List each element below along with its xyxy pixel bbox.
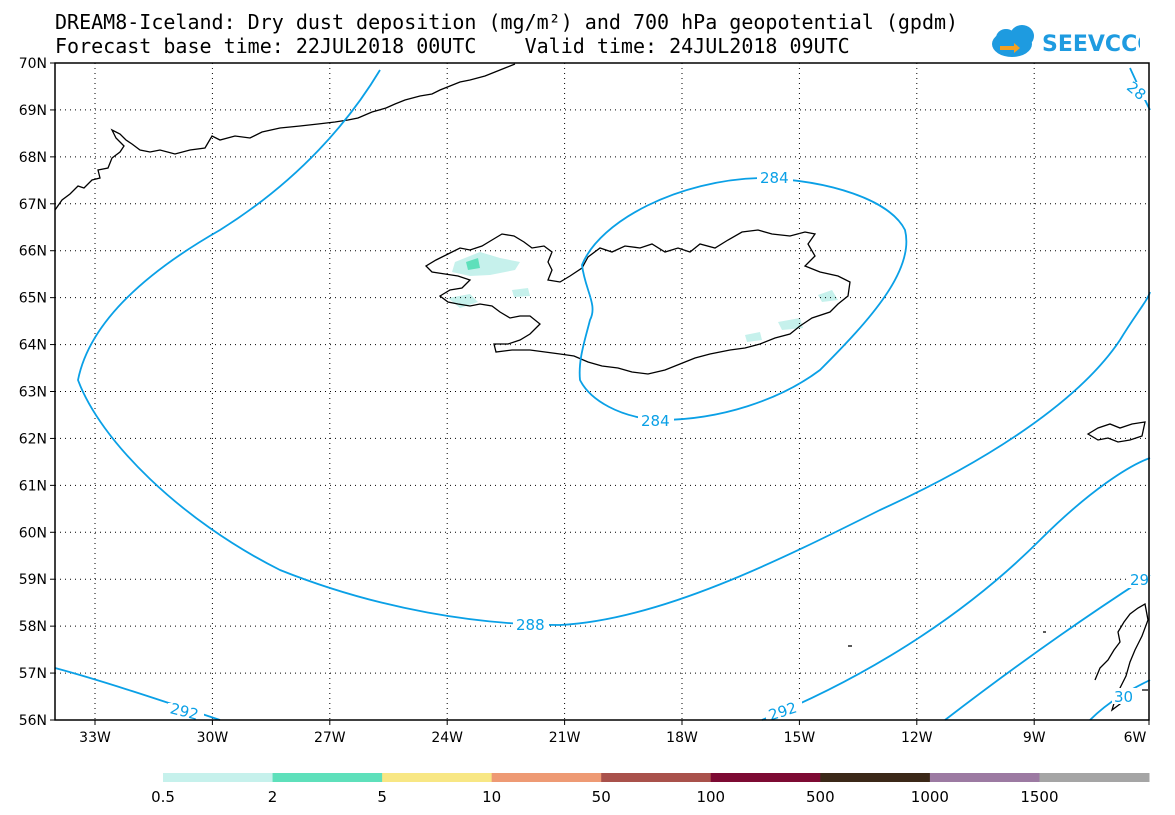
- legend-swatch: [601, 773, 712, 782]
- lon-tick-label: 21W: [549, 730, 581, 746]
- legend-swatch: [272, 773, 383, 782]
- legend-swatch: [820, 773, 931, 782]
- logo-text: SEEVCCC: [1042, 32, 1140, 57]
- contour-label-284-top: 284: [760, 169, 789, 187]
- legend-label: 500: [806, 788, 835, 806]
- lon-tick-label: 18W: [666, 730, 698, 746]
- dust-deposition-patches: [448, 252, 838, 342]
- contour-label-29: 29: [1130, 571, 1149, 589]
- legend-label: 10: [482, 788, 501, 806]
- seevccc-logo: SEEVCCC: [992, 25, 1140, 57]
- map-subtitle: Forecast base time: 22JUL2018 00UTC Vali…: [55, 34, 850, 58]
- iceland-coast: [424, 229, 851, 375]
- faroe-islands: [1086, 421, 1146, 443]
- legend-label: 1500: [1020, 788, 1058, 806]
- legend-swatch: [491, 773, 602, 782]
- legend-label: 50: [592, 788, 611, 806]
- lon-tick-label: 6W: [1124, 730, 1147, 746]
- lon-tick-label: 27W: [314, 730, 346, 746]
- lat-tick-label: 65N: [19, 291, 47, 307]
- gridlines: [55, 63, 1149, 720]
- contour-288: [77, 69, 1151, 626]
- legend-label: 1000: [911, 788, 949, 806]
- lat-tick-label: 70N: [19, 56, 47, 72]
- lon-tick-label: 24W: [431, 730, 463, 746]
- lat-tick-label: 60N: [19, 525, 47, 541]
- color-legend: 0.5 2 5 10 50 100 500 1000 1500: [151, 773, 1150, 806]
- contour-label-30: 30: [1114, 688, 1133, 706]
- latitude-axis: 70N 69N 68N 67N 66N 65N 64N 63N 62N 61N 60N 59N 58N 5…: [19, 56, 55, 729]
- legend-label: 0.5: [151, 788, 175, 806]
- lon-tick-label: 9W: [1023, 730, 1046, 746]
- legend-label: 100: [696, 788, 725, 806]
- legend-swatch: [929, 773, 1040, 782]
- cloud-icon: [992, 25, 1034, 57]
- coastlines: [54, 63, 1149, 712]
- contour-labels: 284 284 288 292 292 28 29 30: [168, 78, 1150, 724]
- legend-label: 2: [268, 788, 278, 806]
- legend-swatch: [710, 773, 821, 782]
- map-frame: [54, 62, 1150, 721]
- lat-tick-label: 67N: [19, 197, 47, 213]
- lat-tick-label: 59N: [19, 572, 47, 588]
- lat-tick-label: 64N: [19, 338, 47, 354]
- lat-tick-label: 56N: [19, 713, 47, 729]
- greenland-coast: [54, 63, 516, 211]
- map-title: DREAM8-Iceland: Dry dust deposition (mg/…: [55, 10, 959, 34]
- contour-296: [944, 574, 1151, 721]
- lon-tick-label: 12W: [901, 730, 933, 746]
- lat-tick-label: 63N: [19, 385, 47, 401]
- dust-deposition-patches-2: [466, 258, 480, 270]
- legend-swatch: [382, 773, 493, 782]
- lat-tick-label: 57N: [19, 666, 47, 682]
- lat-tick-label: 58N: [19, 619, 47, 635]
- lon-tick-label: 15W: [784, 730, 816, 746]
- lon-tick-label: 33W: [79, 730, 111, 746]
- contour-label-284-bottom: 284: [641, 412, 670, 430]
- legend-swatch: [163, 773, 274, 782]
- lat-tick-label: 68N: [19, 150, 47, 166]
- lat-tick-label: 69N: [19, 103, 47, 119]
- lon-tick-label: 30W: [197, 730, 229, 746]
- contour-284: [578, 177, 908, 421]
- legend-swatch: [1039, 773, 1150, 782]
- contour-292-right: [761, 457, 1151, 721]
- geopotential-contours: [54, 67, 1151, 721]
- longitude-axis: 33W 30W 27W 24W 21W 18W 15W 12W 9W 6W: [79, 720, 1150, 746]
- legend-label: 5: [377, 788, 387, 806]
- lat-tick-label: 62N: [19, 431, 47, 447]
- scotland-coast: [1094, 602, 1149, 712]
- contour-label-288: 288: [516, 616, 545, 634]
- lat-tick-label: 61N: [19, 478, 47, 494]
- lat-tick-label: 66N: [19, 244, 47, 260]
